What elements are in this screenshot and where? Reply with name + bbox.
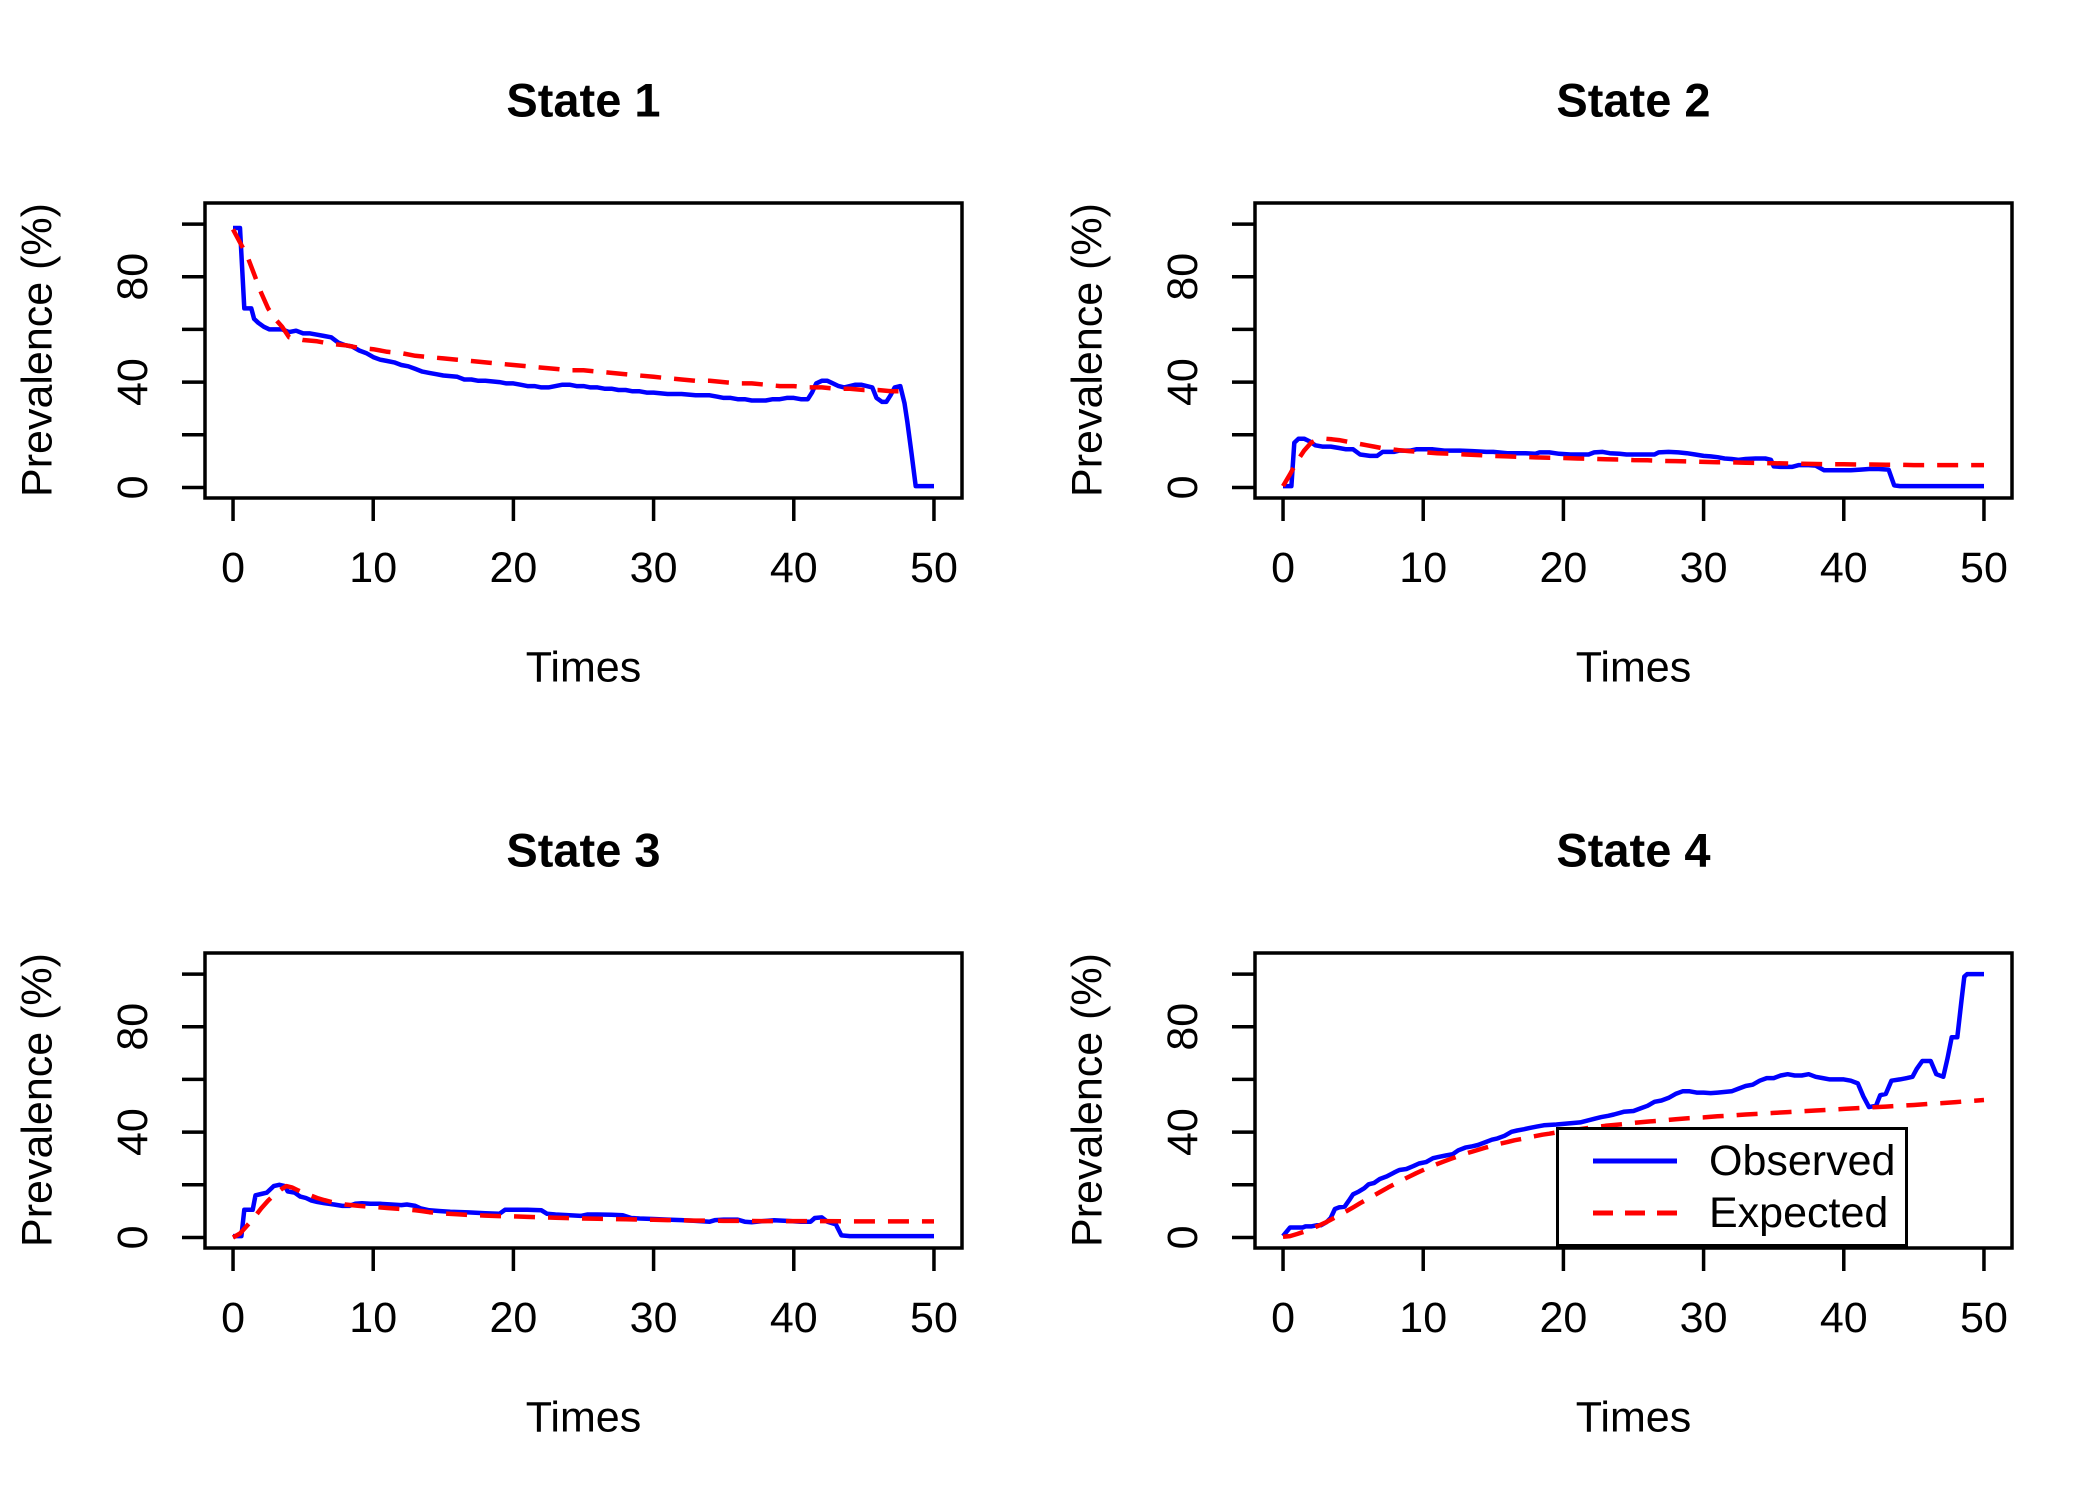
panel-title: State 3 <box>506 823 661 877</box>
x-tick-label: 0 <box>1271 1294 1295 1342</box>
legend-item-observed: Observed <box>1591 1138 1905 1184</box>
curve-expected <box>231 1183 934 1240</box>
curve-observed <box>233 225 934 489</box>
x-tick-label: 40 <box>770 1294 818 1342</box>
y-tick-label: 40 <box>1159 358 1207 406</box>
x-axis-label: Times <box>1575 1393 1692 1442</box>
x-axis-label: Times <box>525 1393 642 1442</box>
x-tick-label: 10 <box>349 1294 397 1342</box>
plot-area-state-4: 0 10 20 30 40 50 0 40 80 <box>1159 951 2014 1342</box>
x-tick-label: 30 <box>1680 544 1728 592</box>
x-tick-label: 30 <box>630 1294 678 1342</box>
y-tick-label: 80 <box>1159 1003 1207 1051</box>
panel-title: State 1 <box>506 73 661 127</box>
y-tick-label: 40 <box>1159 1108 1207 1156</box>
x-tick-label: 10 <box>1399 544 1447 592</box>
x-tick-label: 50 <box>1960 1294 2008 1342</box>
x-tick-label: 10 <box>349 544 397 592</box>
x-axis-label: Times <box>525 643 642 692</box>
legend-expected-sample-line <box>1593 1210 1677 1216</box>
x-tick-label: 0 <box>1271 544 1295 592</box>
panel-state-2: State 2 Prevalence (%) 0 10 20 30 40 50 0 40 80 … <box>1050 0 2100 750</box>
x-tick-label: 20 <box>1539 544 1587 592</box>
x-tick-label: 40 <box>1820 1294 1868 1342</box>
legend-observed-label: Observed <box>1709 1137 1896 1185</box>
curve-expected <box>231 228 899 394</box>
panel-title: State 2 <box>1556 73 1711 127</box>
y-tick-label: 40 <box>109 1108 157 1156</box>
panel-state-3: State 3 Prevalence (%) 0 10 20 30 40 50 0 40 80 … <box>0 750 1050 1500</box>
x-tick-label: 0 <box>221 1294 245 1342</box>
y-tick-label: 80 <box>109 1003 157 1051</box>
x-tick-label: 40 <box>770 544 818 592</box>
x-tick-label: 30 <box>1680 1294 1728 1342</box>
x-tick-label: 50 <box>1960 544 2008 592</box>
legend-item-expected: Expected <box>1591 1190 1905 1236</box>
x-tick-label: 0 <box>221 544 245 592</box>
panel-state-4: State 4 Prevalence (%) 0 10 20 30 40 50 0 40 80 … <box>1050 750 2100 1500</box>
curve-observed <box>1281 971 1984 1238</box>
panel-state-1: State 1 Prevalence (%) 0 10 20 30 40 50 0 40 80 … <box>0 0 1050 750</box>
plot-box <box>1253 951 2014 1250</box>
y-tick-label: 0 <box>1159 476 1207 500</box>
legend-observed-sample-line <box>1593 1158 1677 1164</box>
curve-observed <box>1283 436 1984 489</box>
x-tick-label: 10 <box>1399 1294 1447 1342</box>
y-tick-label: 80 <box>1159 253 1207 301</box>
plot-box <box>1253 201 2014 500</box>
y-tick-label: 40 <box>109 358 157 406</box>
x-tick-label: 20 <box>489 1294 537 1342</box>
curve-observed <box>233 1182 934 1239</box>
plot-area-state-2: 0 10 20 30 40 50 0 40 80 <box>1159 201 2014 592</box>
x-tick-label: 20 <box>1539 1294 1587 1342</box>
x-tick-label: 50 <box>910 1294 958 1342</box>
y-tick-label: 0 <box>1159 1226 1207 1250</box>
plot-box <box>203 201 964 500</box>
curve-expected <box>1281 436 1984 488</box>
y-tick-label: 80 <box>109 253 157 301</box>
plot-area-state-1: 0 10 20 30 40 50 0 40 80 <box>109 201 964 592</box>
legend-expected-label: Expected <box>1709 1189 1889 1237</box>
legend-box: Observed Expected <box>1556 1127 1908 1247</box>
curve-expected <box>1282 1097 1985 1239</box>
x-tick-label: 30 <box>630 544 678 592</box>
x-axis-label: Times <box>1575 643 1692 692</box>
y-tick-label: 0 <box>109 476 157 500</box>
plot-area-state-3: 0 10 20 30 40 50 0 40 80 <box>109 951 964 1342</box>
x-tick-label: 40 <box>1820 544 1868 592</box>
x-tick-label: 20 <box>489 544 537 592</box>
panel-title: State 4 <box>1556 823 1711 877</box>
plot-box <box>203 951 964 1250</box>
y-tick-label: 0 <box>109 1226 157 1250</box>
x-tick-label: 50 <box>910 544 958 592</box>
